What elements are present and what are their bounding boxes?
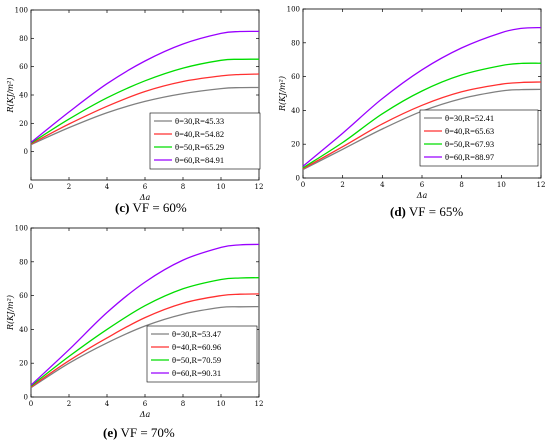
x-tick-label: 4	[105, 183, 110, 191]
x-tick-label: 8	[181, 400, 185, 408]
series-line	[302, 81, 542, 170]
y-tick-label: 80	[19, 258, 28, 266]
x-tick-label: 10	[497, 181, 506, 189]
x-tick-label: 4	[105, 400, 110, 408]
series-line	[30, 305, 260, 389]
x-tick-label: 10	[217, 400, 226, 408]
y-tick-label: 100	[15, 225, 28, 233]
caption-text: VF = 60%	[129, 200, 186, 215]
legend-entry: θ=60,R=84.91	[175, 155, 224, 165]
caption-label: (e)	[103, 425, 117, 440]
panel-caption: (e) VF = 70%	[103, 425, 175, 440]
y-tick-label: 60	[291, 73, 300, 81]
series-line	[30, 277, 260, 387]
x-tick-label: 8	[181, 183, 185, 191]
y-axis-label: R(KJ/m²)	[6, 295, 15, 331]
y-tick-label: 100	[287, 6, 300, 14]
chart-panel: 0 2 4 6 8 10 12 0 20 40 60 80 100 Δa R(KJ/m²) θ=30,R=45…	[6, 7, 263, 216]
x-tick-label: 12	[537, 181, 546, 189]
x-tick-label: 10	[217, 183, 226, 191]
caption-text: VF = 65%	[406, 204, 463, 219]
series-line	[302, 88, 542, 171]
panel-caption: (d) VF = 65%	[390, 204, 463, 219]
y-tick-label: 20	[291, 141, 300, 149]
caption-label: (c)	[115, 200, 129, 215]
x-tick-label: 8	[459, 181, 463, 189]
panel-caption: (c) VF = 60%	[115, 200, 187, 215]
legend-entry: θ=40,R=60.96	[172, 342, 221, 352]
y-tick-label: 80	[291, 39, 300, 47]
y-tick-label: 20	[19, 360, 28, 368]
x-tick-label: 12	[255, 400, 264, 408]
chart-panel: 0 2 4 6 8 10 12 0 20 40 60 80 100 Δa R(KJ/m²) θ=30,R=52…	[278, 6, 545, 220]
y-tick-label: 0	[24, 394, 28, 402]
series-line	[30, 243, 260, 386]
series-line	[302, 26, 542, 167]
x-axis-label: Δa	[139, 193, 151, 202]
x-tick-label: 0	[29, 183, 33, 191]
x-tick-label: 12	[255, 183, 264, 191]
x-tick-label: 6	[143, 400, 148, 408]
chart-panel: 0 2 4 6 8 10 12 0 20 40 60 80 100 Δa R(KJ/m²) θ=30,R=53…	[6, 225, 263, 441]
y-tick-label: 40	[19, 326, 28, 334]
x-tick-label: 4	[380, 181, 385, 189]
y-tick-label: 40	[19, 92, 28, 100]
legend-entry: θ=60,R=90.31	[172, 368, 221, 378]
caption-label: (d)	[390, 204, 406, 219]
series-line	[30, 30, 260, 144]
legend-entry: θ=40,R=54.82	[175, 129, 224, 139]
y-axis-label: R(KJ/m²)	[6, 78, 15, 114]
x-tick-label: 2	[340, 181, 344, 189]
series-line	[30, 293, 260, 388]
series-line	[30, 58, 260, 144]
series-line	[30, 86, 260, 146]
y-tick-label: 80	[19, 35, 28, 43]
y-tick-label: 100	[15, 7, 28, 15]
y-tick-label: 60	[19, 63, 28, 71]
legend-entry: θ=30,R=45.33	[175, 116, 224, 126]
legend-entry: θ=60,R=88.97	[445, 152, 494, 162]
series-line	[30, 73, 260, 145]
caption-text: VF = 70%	[117, 425, 174, 440]
y-axis-label: R(KJ/m²)	[278, 76, 287, 112]
y-tick-label: 60	[19, 292, 28, 300]
x-tick-label: 6	[420, 181, 425, 189]
y-tick-label: 20	[19, 120, 28, 128]
x-tick-label: 6	[143, 183, 148, 191]
legend-entry: θ=30,R=53.47	[172, 329, 221, 339]
legend-entry: θ=50,R=67.93	[445, 139, 494, 149]
legend-entry: θ=50,R=65.29	[175, 142, 224, 152]
y-tick-label: 0	[24, 148, 28, 156]
x-tick-label: 2	[67, 400, 71, 408]
x-axis-label: Δa	[139, 410, 151, 419]
x-tick-label: 0	[29, 400, 33, 408]
x-tick-label: 0	[301, 181, 305, 189]
y-tick-label: 40	[291, 107, 300, 115]
legend-entry: θ=40,R=65.63	[445, 126, 494, 136]
series-line	[302, 62, 542, 169]
x-axis-label: Δa	[416, 191, 428, 200]
legend-entry: θ=30,R=52.41	[445, 113, 494, 123]
legend-entry: θ=50,R=70.59	[172, 355, 221, 365]
x-tick-label: 2	[67, 183, 71, 191]
y-tick-label: 0	[296, 175, 300, 183]
